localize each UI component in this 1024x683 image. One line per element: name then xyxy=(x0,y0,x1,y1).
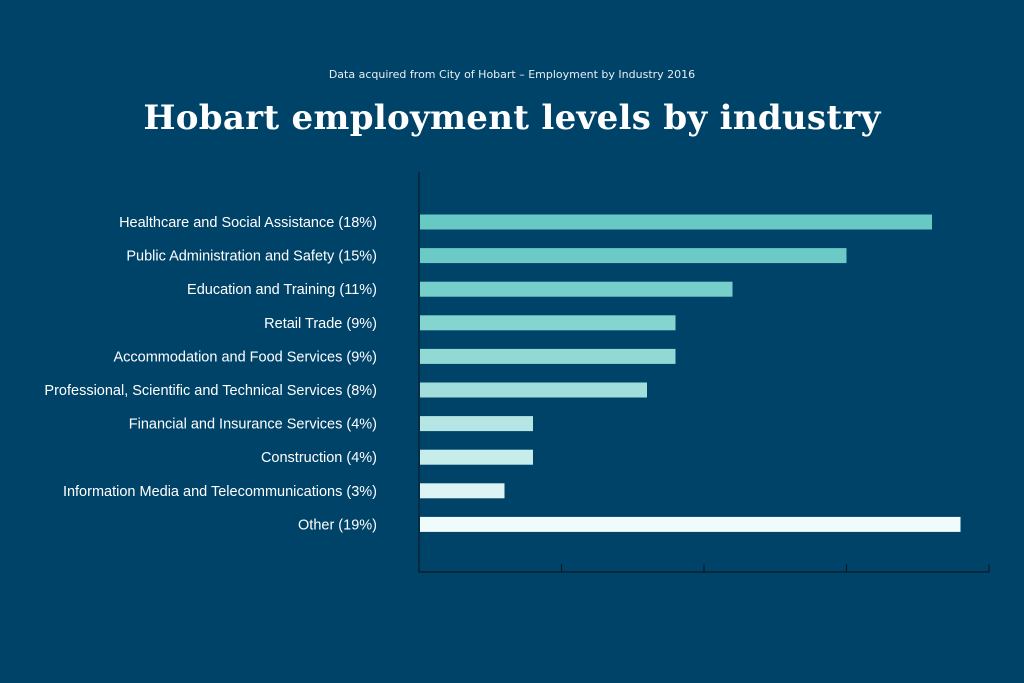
bar xyxy=(420,214,932,230)
category-label: Public Administration and Safety (15%) xyxy=(126,249,377,265)
bar xyxy=(420,315,676,331)
category-label: Accommodation and Food Services (9%) xyxy=(113,349,377,365)
bar xyxy=(420,281,733,297)
bar xyxy=(420,248,847,264)
category-label: Retail Trade (9%) xyxy=(264,316,377,332)
category-label: Information Media and Telecommunications… xyxy=(63,484,377,500)
bar xyxy=(420,382,647,398)
category-label: Construction (4%) xyxy=(261,450,377,466)
bar xyxy=(420,348,676,364)
category-label: Professional, Scientific and Technical S… xyxy=(44,383,377,399)
category-label: Other (19%) xyxy=(298,517,377,533)
data-source-note: Data acquired from City of Hobart – Empl… xyxy=(328,68,696,81)
category-label: Education and Training (11%) xyxy=(187,282,377,298)
bar xyxy=(420,483,505,499)
bar xyxy=(420,416,533,432)
category-label: Healthcare and Social Assistance (18%) xyxy=(119,215,377,231)
bar xyxy=(420,516,961,532)
bar xyxy=(420,449,533,465)
category-label: Financial and Insurance Services (4%) xyxy=(129,417,377,433)
chart-title: Hobart employment levels by industry xyxy=(143,98,881,138)
